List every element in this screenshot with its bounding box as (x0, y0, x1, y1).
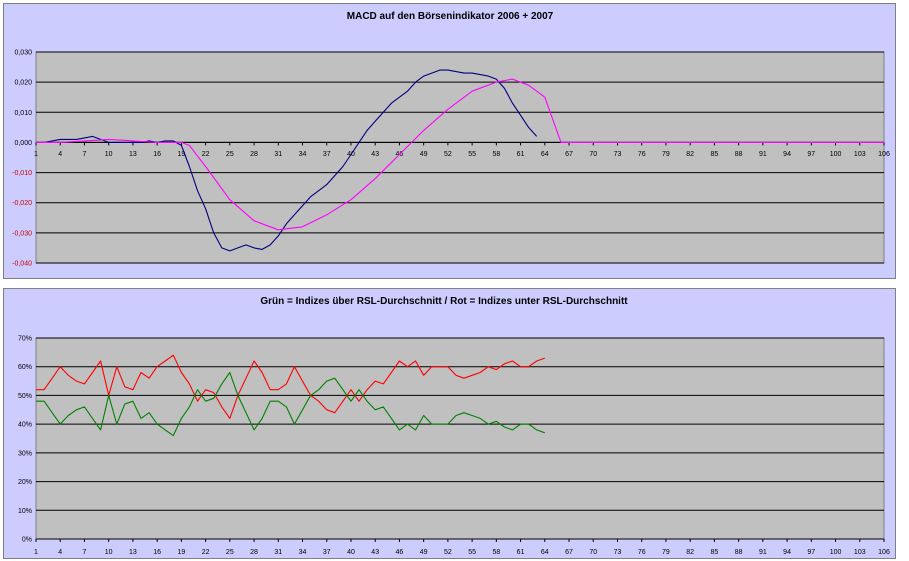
x-tick-label: 22 (202, 151, 210, 158)
x-tick-label: 88 (735, 549, 743, 556)
x-tick-label: 82 (686, 549, 694, 556)
x-tick-label: 97 (807, 549, 815, 556)
x-tick-label: 55 (468, 549, 476, 556)
plot-area (35, 51, 885, 264)
x-tick-label: 10 (105, 549, 113, 556)
y-tick-label: 0,020 (14, 80, 32, 87)
x-tick-label: 79 (662, 549, 670, 556)
x-tick-label: 34 (299, 151, 307, 158)
x-tick-label: 106 (878, 549, 890, 556)
y-tick-label: 30% (18, 450, 32, 457)
x-tick-label: 1 (34, 151, 38, 158)
x-tick-label: 1 (34, 549, 38, 556)
plot-area (35, 337, 885, 540)
x-tick-label: 94 (783, 549, 791, 556)
x-tick-label: 82 (686, 151, 694, 158)
x-tick-label: 37 (323, 549, 331, 556)
x-tick-label: 91 (759, 549, 767, 556)
x-tick-label: 61 (517, 151, 525, 158)
x-tick-label: 73 (614, 151, 622, 158)
y-tick-label: -0,030 (12, 230, 32, 237)
x-tick-label: 58 (492, 549, 500, 556)
series-line-2 (36, 371, 545, 437)
series-line-1 (36, 69, 538, 252)
series-line-2 (36, 78, 884, 231)
x-tick-label: 40 (347, 549, 355, 556)
x-tick-label: 13 (129, 151, 137, 158)
x-tick-label: 61 (517, 549, 525, 556)
x-tick-label: 31 (274, 549, 282, 556)
x-tick-label: 19 (177, 151, 185, 158)
x-tick-label: 13 (129, 549, 137, 556)
x-tick-label: 100 (830, 549, 842, 556)
x-tick-label: 16 (153, 549, 161, 556)
x-tick-label: 76 (638, 151, 646, 158)
x-tick-label: 43 (371, 151, 379, 158)
x-tick-label: 97 (807, 151, 815, 158)
x-tick-label: 67 (565, 549, 573, 556)
y-tick-label: 40% (18, 422, 32, 429)
x-tick-label: 85 (711, 549, 719, 556)
x-tick-label: 7 (83, 151, 87, 158)
macd-chart-title: MACD auf den Börsenindikator 2006 + 2007 (347, 11, 554, 22)
x-tick-label: 34 (299, 549, 307, 556)
x-tick-label: 28 (250, 549, 258, 556)
x-tick-label: 88 (735, 151, 743, 158)
x-tick-label: 25 (226, 151, 234, 158)
x-tick-label: 31 (274, 151, 282, 158)
x-tick-label: 64 (541, 151, 549, 158)
y-tick-label: 0,000 (14, 140, 32, 147)
series-line-1 (36, 354, 545, 419)
y-tick-label: -0,010 (12, 170, 32, 177)
y-tick-label: -0,020 (12, 200, 32, 207)
x-tick-label: 52 (444, 549, 452, 556)
rsl-chart-title: Grün = Indizes über RSL-Durchschnitt / R… (260, 296, 628, 307)
x-tick-label: 22 (202, 549, 210, 556)
x-tick-label: 64 (541, 549, 549, 556)
x-tick-label: 52 (444, 151, 452, 158)
x-tick-label: 106 (878, 151, 890, 158)
x-tick-label: 49 (420, 151, 428, 158)
y-tick-label: 20% (18, 479, 32, 486)
x-tick-label: 103 (854, 549, 866, 556)
x-tick-label: 55 (468, 151, 476, 158)
x-tick-label: 79 (662, 151, 670, 158)
macd-chart-panel: MACD auf den Börsenindikator 2006 + 2007… (3, 3, 896, 279)
x-tick-label: 73 (614, 549, 622, 556)
y-tick-label: 60% (18, 364, 32, 371)
y-tick-label: 50% (18, 393, 32, 400)
x-tick-label: 103 (854, 151, 866, 158)
x-tick-label: 91 (759, 151, 767, 158)
x-tick-label: 67 (565, 151, 573, 158)
x-tick-label: 16 (153, 151, 161, 158)
y-tick-label: 70% (18, 336, 32, 343)
x-tick-label: 49 (420, 549, 428, 556)
x-tick-label: 4 (58, 549, 62, 556)
x-tick-label: 70 (589, 549, 597, 556)
x-tick-label: 43 (371, 549, 379, 556)
y-tick-label: 0,030 (14, 50, 32, 57)
macd-chart-svg: MACD auf den Börsenindikator 2006 + 2007… (12, 11, 890, 268)
x-tick-label: 28 (250, 151, 258, 158)
x-tick-label: 7 (83, 549, 87, 556)
x-tick-label: 94 (783, 151, 791, 158)
x-tick-label: 100 (830, 151, 842, 158)
x-tick-label: 37 (323, 151, 331, 158)
x-tick-label: 19 (177, 549, 185, 556)
rsl-chart-panel: Grün = Indizes über RSL-Durchschnitt / R… (3, 288, 896, 559)
y-tick-label: -0,040 (12, 261, 32, 268)
x-tick-label: 10 (105, 151, 113, 158)
y-tick-label: 0% (22, 537, 32, 544)
x-tick-label: 76 (638, 549, 646, 556)
y-tick-label: 10% (18, 508, 32, 515)
x-tick-label: 46 (396, 549, 404, 556)
y-tick-label: 0,010 (14, 110, 32, 117)
x-tick-label: 85 (711, 151, 719, 158)
rsl-chart-svg: Grün = Indizes über RSL-Durchschnitt / R… (18, 296, 890, 556)
x-tick-label: 25 (226, 549, 234, 556)
x-tick-label: 70 (589, 151, 597, 158)
x-tick-label: 58 (492, 151, 500, 158)
x-tick-label: 4 (58, 151, 62, 158)
